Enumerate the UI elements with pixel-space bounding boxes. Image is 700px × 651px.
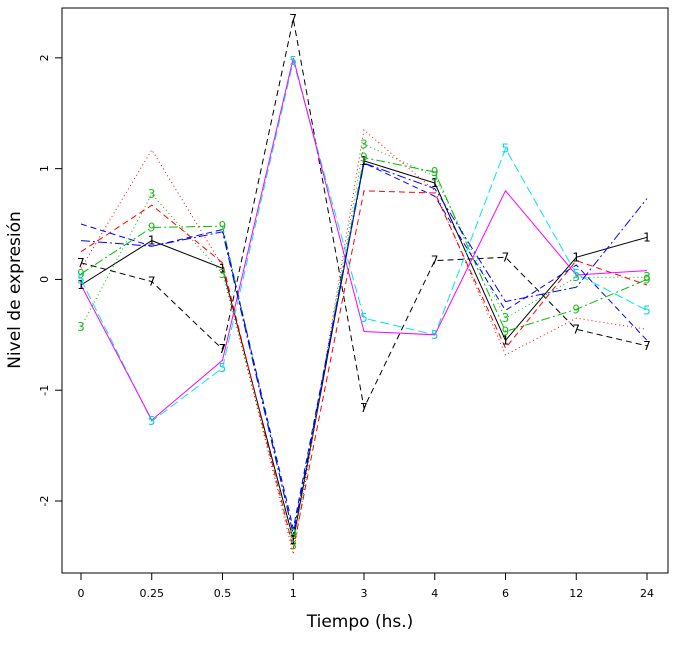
series-layer xyxy=(80,18,648,555)
point-label-7: 7 xyxy=(219,342,227,356)
point-label-7: 7 xyxy=(643,339,651,353)
point-label-1: 1 xyxy=(643,230,651,244)
point-label-7: 7 xyxy=(148,275,156,289)
series-line-10 xyxy=(80,162,648,529)
series-line-2 xyxy=(80,18,648,410)
point-label-5: 5 xyxy=(431,328,439,342)
point-label-9: 9 xyxy=(572,302,580,316)
point-label-3: 3 xyxy=(643,270,651,284)
x-axis: 0 0.25 0.5 1 3 4 6 12 24 xyxy=(78,573,654,600)
x-tick-label: 12 xyxy=(569,587,583,600)
y-tick-label: 0 xyxy=(38,276,51,283)
point-label-5: 5 xyxy=(219,361,227,375)
x-tick-label: 3 xyxy=(361,587,368,600)
point-label-1: 1 xyxy=(502,333,510,347)
point-label-5: 5 xyxy=(502,142,510,156)
point-label-7: 7 xyxy=(572,322,580,336)
point-label-3: 3 xyxy=(572,270,580,284)
point-label-5: 5 xyxy=(360,311,368,325)
point-label-9: 9 xyxy=(77,267,85,281)
series-line-4 xyxy=(80,157,648,535)
series-line-5 xyxy=(80,61,648,422)
point-label-9: 9 xyxy=(289,527,297,541)
x-tick-label: 6 xyxy=(502,587,509,600)
point-label-1: 1 xyxy=(289,533,297,547)
series-line-6 xyxy=(80,57,648,421)
point-label-3: 3 xyxy=(431,169,439,183)
y-tick-label: 2 xyxy=(38,54,51,61)
point-label-7: 7 xyxy=(431,254,439,268)
point-label-1: 1 xyxy=(360,154,368,168)
point-label-5: 5 xyxy=(643,303,651,317)
point-label-3: 3 xyxy=(219,267,227,281)
point-label-9: 9 xyxy=(148,220,156,234)
point-label-1: 1 xyxy=(431,176,439,190)
point-label-3: 3 xyxy=(289,538,297,552)
point-label-1: 1 xyxy=(77,278,85,292)
point-label-9: 9 xyxy=(219,219,227,233)
point-label-3: 3 xyxy=(148,187,156,201)
series-line-1 xyxy=(80,160,648,540)
point-label-5: 5 xyxy=(77,272,85,286)
x-tick-label: 24 xyxy=(640,587,654,600)
series-line-9 xyxy=(80,162,648,535)
point-label-7: 7 xyxy=(77,256,85,270)
plot-frame xyxy=(61,7,669,574)
point-label-5: 5 xyxy=(289,54,297,68)
point-label-9: 9 xyxy=(643,272,651,286)
point-label-7: 7 xyxy=(360,401,368,415)
x-tick-label: 1 xyxy=(290,587,297,600)
point-label-9: 9 xyxy=(431,165,439,179)
x-axis-title: Tiempo (hs.) xyxy=(306,612,414,632)
series-line-8 xyxy=(80,190,648,549)
point-label-3: 3 xyxy=(502,311,510,325)
point-label-1: 1 xyxy=(148,234,156,248)
x-tick-label: 0 xyxy=(78,587,85,600)
y-tick-label: 1 xyxy=(38,165,51,172)
point-label-3: 3 xyxy=(360,137,368,151)
point-label-3: 3 xyxy=(77,320,85,334)
point-label-7: 7 xyxy=(502,250,510,264)
y-axis: -2 -1 0 1 2 xyxy=(38,54,62,506)
point-label-9: 9 xyxy=(502,324,510,338)
point-label-5: 5 xyxy=(148,414,156,428)
series-line-3 xyxy=(80,143,647,546)
point-label-5: 5 xyxy=(572,267,580,281)
x-tick-label: 0.5 xyxy=(214,587,232,600)
series-line-7 xyxy=(80,128,648,555)
point-label-7: 7 xyxy=(289,12,297,26)
y-tick-label: -2 xyxy=(38,496,51,507)
point-label-1: 1 xyxy=(572,250,580,264)
y-tick-label: -1 xyxy=(38,385,51,396)
point-label-9: 9 xyxy=(360,151,368,165)
x-tick-label: 0.25 xyxy=(140,587,165,600)
point-label-1: 1 xyxy=(219,261,227,275)
y-axis-title: Nivel de expresión xyxy=(5,211,25,369)
x-tick-label: 4 xyxy=(431,587,438,600)
